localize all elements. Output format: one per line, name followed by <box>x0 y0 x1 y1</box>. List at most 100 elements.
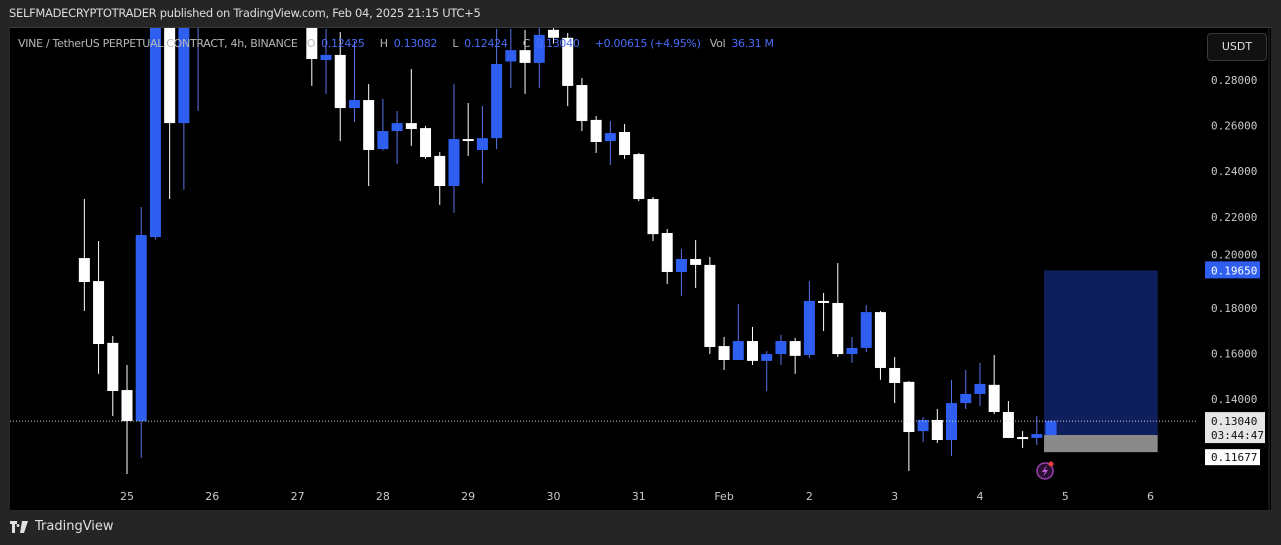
candle-body <box>704 264 716 347</box>
x-tick-label: 3 <box>891 490 898 503</box>
candle-body <box>405 123 417 130</box>
candle-down <box>818 292 830 332</box>
candle-body <box>93 281 105 345</box>
candle-body <box>931 419 943 441</box>
candle-up <box>803 281 815 358</box>
high-value: H 0.13082 <box>379 37 438 50</box>
y-tick-label: 0.28000 <box>1211 74 1257 87</box>
x-tick-label: 29 <box>461 490 475 503</box>
candle-body <box>946 403 958 441</box>
candle-up <box>732 303 744 360</box>
candle-up <box>917 416 929 443</box>
candle-body <box>903 381 915 433</box>
candle-body <box>647 199 659 235</box>
candle-up <box>533 28 545 88</box>
candle-down <box>547 28 559 44</box>
candle-up <box>135 206 147 459</box>
stop-price-badge <box>1205 449 1260 466</box>
target-price-badge <box>1205 261 1260 279</box>
publish-info: SELFMADECRYPTOTRADER published on Tradin… <box>9 6 481 20</box>
brand-name: TradingView <box>35 519 114 534</box>
x-tick-label: Feb <box>714 490 733 503</box>
candle-down <box>121 365 133 474</box>
plot-area <box>78 28 1158 474</box>
candle-up <box>377 98 389 151</box>
volume-value: Vol 36.31 M <box>709 37 774 50</box>
candle-body <box>334 54 346 109</box>
candle-body <box>789 341 801 356</box>
currency-button[interactable]: USDT <box>1207 33 1267 61</box>
candle-down <box>647 196 659 241</box>
candle-down <box>931 409 943 443</box>
candle-body <box>377 131 389 150</box>
stop-price-label: 0.11677 <box>1211 451 1257 464</box>
lightning-event-icon <box>1036 461 1054 480</box>
candle-down <box>889 357 901 404</box>
candle-body <box>690 258 702 265</box>
candle-up <box>846 336 858 363</box>
candle-down <box>988 354 1000 415</box>
notification-dot <box>1048 461 1054 467</box>
candle-body <box>121 390 133 422</box>
x-tick-label: 5 <box>1062 490 1069 503</box>
candle-body <box>164 28 176 124</box>
candle-down <box>334 32 346 142</box>
candle-down <box>576 77 588 132</box>
candle-down <box>747 326 759 365</box>
x-tick-label: 6 <box>1147 490 1154 503</box>
symbol-title[interactable]: VINE / TetherUS PERPETUAL CONTRACT, 4h, … <box>18 37 298 50</box>
candle-down <box>1017 431 1029 448</box>
x-tick-label: 4 <box>976 490 983 503</box>
x-tick-label: 27 <box>291 490 305 503</box>
x-tick-label: 31 <box>632 490 646 503</box>
candle-body <box>178 28 190 124</box>
candle-down <box>462 103 474 156</box>
candle-up <box>960 370 972 410</box>
candle-body <box>803 300 815 355</box>
candle-body <box>420 128 432 158</box>
candle-down <box>420 126 432 159</box>
candle-body <box>391 123 403 132</box>
chart-panel[interactable]: 0.28000 0.26000 0.24000 0.22000 0.20000 0.180… <box>10 27 1271 510</box>
candle-up <box>149 28 161 240</box>
candle-down <box>306 28 318 86</box>
candle-up <box>1045 420 1057 436</box>
candle-up <box>348 41 360 122</box>
y-tick-label: 0.26000 <box>1211 120 1257 133</box>
candle-body <box>320 54 332 60</box>
tradingview-logo[interactable]: TradingView <box>10 519 114 534</box>
candle-up <box>761 351 773 391</box>
candle-body <box>633 154 645 200</box>
x-tick-label: 28 <box>376 490 390 503</box>
candle-body <box>747 341 759 361</box>
candle-up <box>860 305 872 353</box>
candle-body <box>78 258 90 283</box>
candle-up <box>178 28 190 190</box>
candle-body <box>889 367 901 384</box>
candle-up <box>675 248 687 296</box>
candle-body <box>505 50 517 62</box>
candle-body <box>476 138 488 150</box>
low-value: L 0.12424 <box>452 37 508 50</box>
candle-down <box>704 256 716 355</box>
candle-body <box>135 235 147 422</box>
position-target-zone <box>1044 270 1158 435</box>
candle-body <box>149 28 161 238</box>
candle-down <box>519 29 531 94</box>
candle-body <box>1017 437 1029 440</box>
candle-down <box>107 336 119 417</box>
candle-down <box>164 28 176 200</box>
y-tick-label: 0.20000 <box>1211 248 1257 261</box>
candlestick-chart[interactable]: 0.28000 0.26000 0.24000 0.22000 0.20000 0.180… <box>10 28 1271 510</box>
candle-up <box>391 111 403 164</box>
candle-body <box>363 100 375 150</box>
candle-body <box>491 64 503 139</box>
candle-body <box>107 342 119 391</box>
x-tick-label: 2 <box>806 490 813 503</box>
y-tick-label: 0.22000 <box>1211 211 1257 224</box>
candle-down <box>832 263 844 358</box>
candle-body <box>917 419 929 432</box>
candle-down <box>661 229 673 285</box>
change-value: +0.00615 (+4.95%) <box>594 37 701 50</box>
x-tick-label: 30 <box>546 490 560 503</box>
